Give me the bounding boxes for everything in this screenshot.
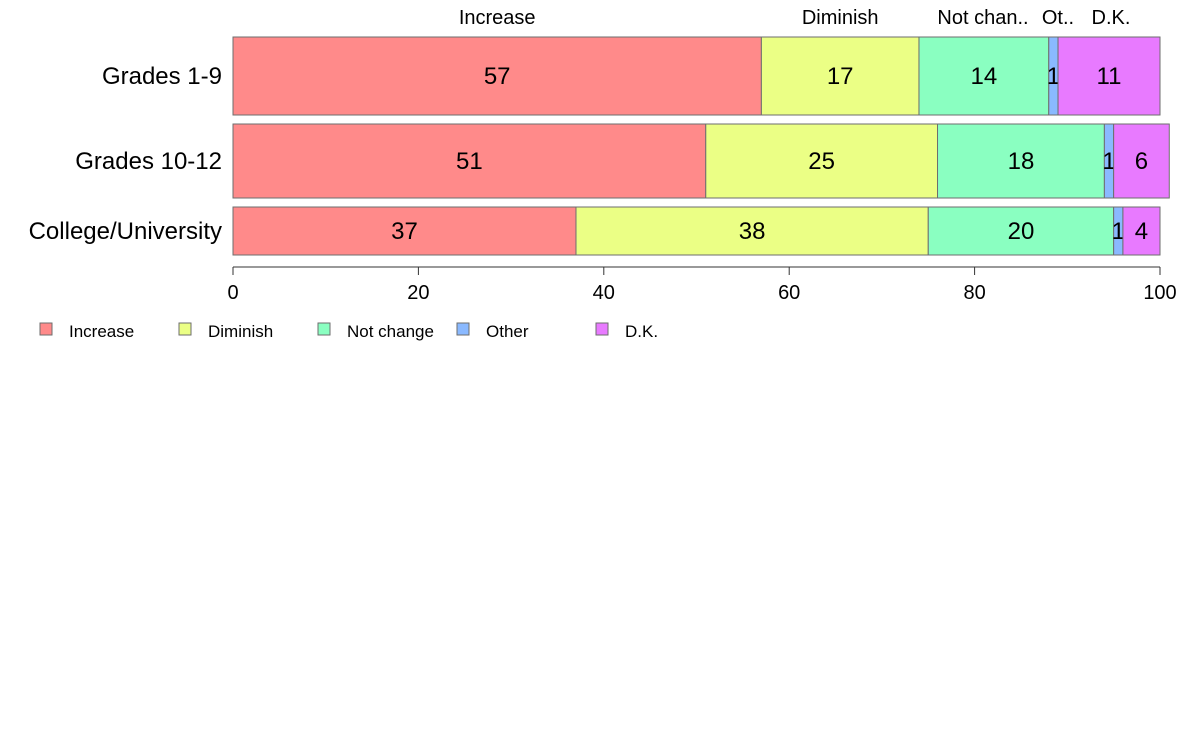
data-label: 1	[1102, 148, 1115, 175]
segment-header-label: Diminish	[802, 7, 879, 29]
data-label: 37	[391, 218, 418, 245]
data-label: 4	[1135, 218, 1148, 245]
segment-header-label: Not chan..	[937, 7, 1028, 29]
data-label: 6	[1135, 148, 1148, 175]
legend-label: Diminish	[208, 322, 273, 341]
x-tick-label: 20	[407, 282, 429, 304]
legend-label: Other	[486, 322, 529, 341]
x-tick-label: 60	[778, 282, 800, 304]
bar-segment-increase-1	[232, 36, 762, 116]
category-label: Grades 10-12	[75, 148, 222, 175]
data-label: 25	[808, 148, 835, 175]
bar-segment-not-change-1	[918, 36, 1050, 116]
x-tick-label: 40	[593, 282, 615, 304]
bar-segment-d-k--1	[1057, 36, 1161, 116]
x-tick-label: 100	[1143, 282, 1176, 304]
segment-header-label: D.K.	[1092, 7, 1131, 29]
data-label: 14	[971, 63, 998, 90]
legend-swatch	[178, 322, 192, 336]
data-label: 1	[1047, 63, 1060, 90]
x-tick-label: 0	[227, 282, 238, 304]
data-label: 1	[1112, 218, 1125, 245]
segment-header-label: Ot..	[1042, 7, 1074, 29]
bar-segment-not-change-2	[937, 123, 1105, 199]
data-label: 51	[456, 148, 483, 175]
data-label: 57	[484, 63, 511, 90]
x-tick-label: 80	[963, 282, 985, 304]
legend-label: Increase	[69, 322, 134, 341]
bar-segment-d-k--2	[1113, 123, 1170, 199]
bar-segment-not-change-3	[927, 206, 1115, 256]
bar-segment-d-k--3	[1122, 206, 1161, 256]
legend-label: D.K.	[625, 322, 658, 341]
legend-swatch	[456, 322, 470, 336]
legend-label: Not change	[347, 322, 434, 341]
segment-header-label: Increase	[459, 7, 536, 29]
bar-segment-increase-2	[232, 123, 707, 199]
legend-swatch	[317, 322, 331, 336]
bar-segment-diminish-1	[760, 36, 920, 116]
category-label: College/University	[29, 218, 222, 245]
bar-segment-diminish-3	[575, 206, 929, 256]
data-label: 11	[1097, 63, 1122, 90]
data-label: 38	[739, 218, 766, 245]
data-label: 18	[1008, 148, 1035, 175]
bar-segment-diminish-2	[705, 123, 939, 199]
data-label: 20	[1008, 218, 1035, 245]
data-label: 17	[827, 63, 854, 90]
legend-swatch	[39, 322, 53, 336]
legend-swatch	[595, 322, 609, 336]
category-label: Grades 1-9	[102, 63, 222, 90]
